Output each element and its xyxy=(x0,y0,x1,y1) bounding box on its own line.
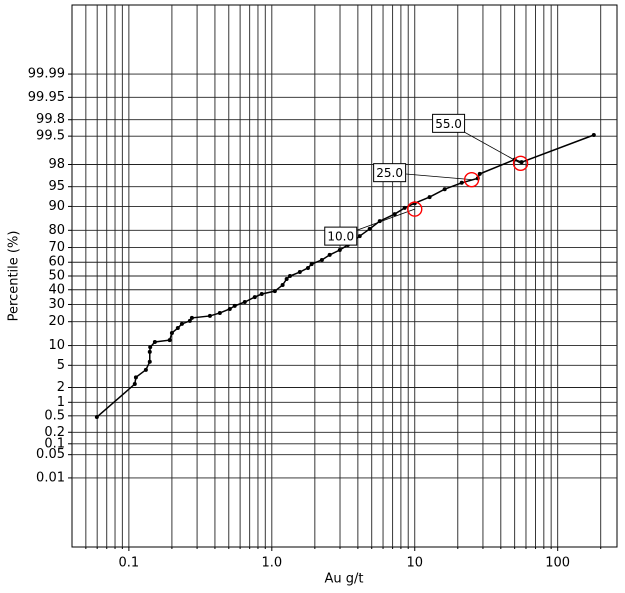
data-point xyxy=(187,318,192,323)
x-tick-label: 1.0 xyxy=(261,556,282,571)
annotation-box xyxy=(432,113,466,133)
data-point xyxy=(227,306,232,311)
data-point xyxy=(217,310,222,315)
y-tick-label: 0.1 xyxy=(44,436,65,451)
data-point xyxy=(427,195,432,200)
data-point xyxy=(477,171,482,176)
data-point xyxy=(305,265,310,270)
data-point xyxy=(280,283,285,288)
data-point xyxy=(148,345,153,350)
y-tick-label: 50 xyxy=(48,269,65,284)
data-point xyxy=(94,415,99,420)
data-point xyxy=(147,359,152,364)
y-tick-label: 60 xyxy=(48,255,65,270)
data-point xyxy=(337,247,342,252)
data-point xyxy=(402,205,407,210)
y-tick-label: 20 xyxy=(48,314,65,329)
highlight-marker xyxy=(407,201,423,217)
data-point xyxy=(459,180,464,185)
y-tick-label: 0.01 xyxy=(36,470,65,485)
annotation-box xyxy=(324,226,358,246)
annotation-box xyxy=(373,163,407,183)
data-point xyxy=(175,326,180,331)
y-tick-label: 0.05 xyxy=(36,447,65,462)
x-tick-label: 100 xyxy=(545,556,570,571)
data-point xyxy=(143,367,148,372)
data-point xyxy=(152,340,157,345)
highlight-marker xyxy=(463,171,480,188)
y-tick-label: 30 xyxy=(48,297,65,312)
annotation-label: 25.0 xyxy=(376,166,403,180)
data-point xyxy=(367,226,372,231)
data-point xyxy=(147,349,152,354)
data-point xyxy=(169,330,174,335)
data-point xyxy=(189,315,194,320)
y-tick-label: 10 xyxy=(48,338,65,353)
annotation-label: 55.0 xyxy=(435,117,462,131)
y-tick-label: 99.5 xyxy=(36,129,65,144)
data-point xyxy=(252,295,257,300)
data-line xyxy=(96,134,595,418)
data-point xyxy=(442,187,447,192)
data-point xyxy=(232,303,237,308)
y-tick-label: 1 xyxy=(57,395,65,410)
y-tick-label: 40 xyxy=(48,282,65,297)
data-point xyxy=(297,270,302,275)
y-tick-label: 0.2 xyxy=(44,425,65,440)
data-point xyxy=(357,234,362,239)
y-tick-label: 99.8 xyxy=(36,112,65,127)
data-point xyxy=(132,382,137,387)
y-tick-label: 0.5 xyxy=(44,408,65,423)
y-tick-label: 99.95 xyxy=(28,90,65,105)
data-point xyxy=(179,321,184,326)
data-point xyxy=(287,274,292,278)
data-point xyxy=(133,375,138,380)
data-point xyxy=(327,252,332,257)
data-point xyxy=(242,300,247,305)
highlight-marker xyxy=(512,155,529,172)
data-point xyxy=(319,257,324,262)
data-point xyxy=(309,262,314,267)
data-point xyxy=(284,276,289,281)
y-tick-label: 5 xyxy=(57,358,65,373)
y-tick-label: 70 xyxy=(48,240,65,255)
annotation-label: 10.0 xyxy=(327,230,354,244)
y-tick-label: 98 xyxy=(48,157,65,172)
data-point xyxy=(591,132,596,137)
y-tick-label: 95 xyxy=(48,179,65,194)
y-tick-label: 99.99 xyxy=(28,67,65,82)
data-point xyxy=(167,338,172,343)
data-point xyxy=(392,212,397,217)
y-tick-label: 2 xyxy=(57,380,65,395)
data-point xyxy=(272,289,277,294)
data-point xyxy=(207,313,212,318)
x-tick-label: 10 xyxy=(406,556,423,571)
y-axis-label: Percentile (%) xyxy=(7,231,22,322)
data-point xyxy=(259,292,264,297)
x-tick-label: 0.1 xyxy=(119,556,140,571)
x-axis-label: Au g/t xyxy=(325,572,364,587)
y-tick-label: 80 xyxy=(48,223,65,238)
y-tick-label: 90 xyxy=(48,199,65,214)
